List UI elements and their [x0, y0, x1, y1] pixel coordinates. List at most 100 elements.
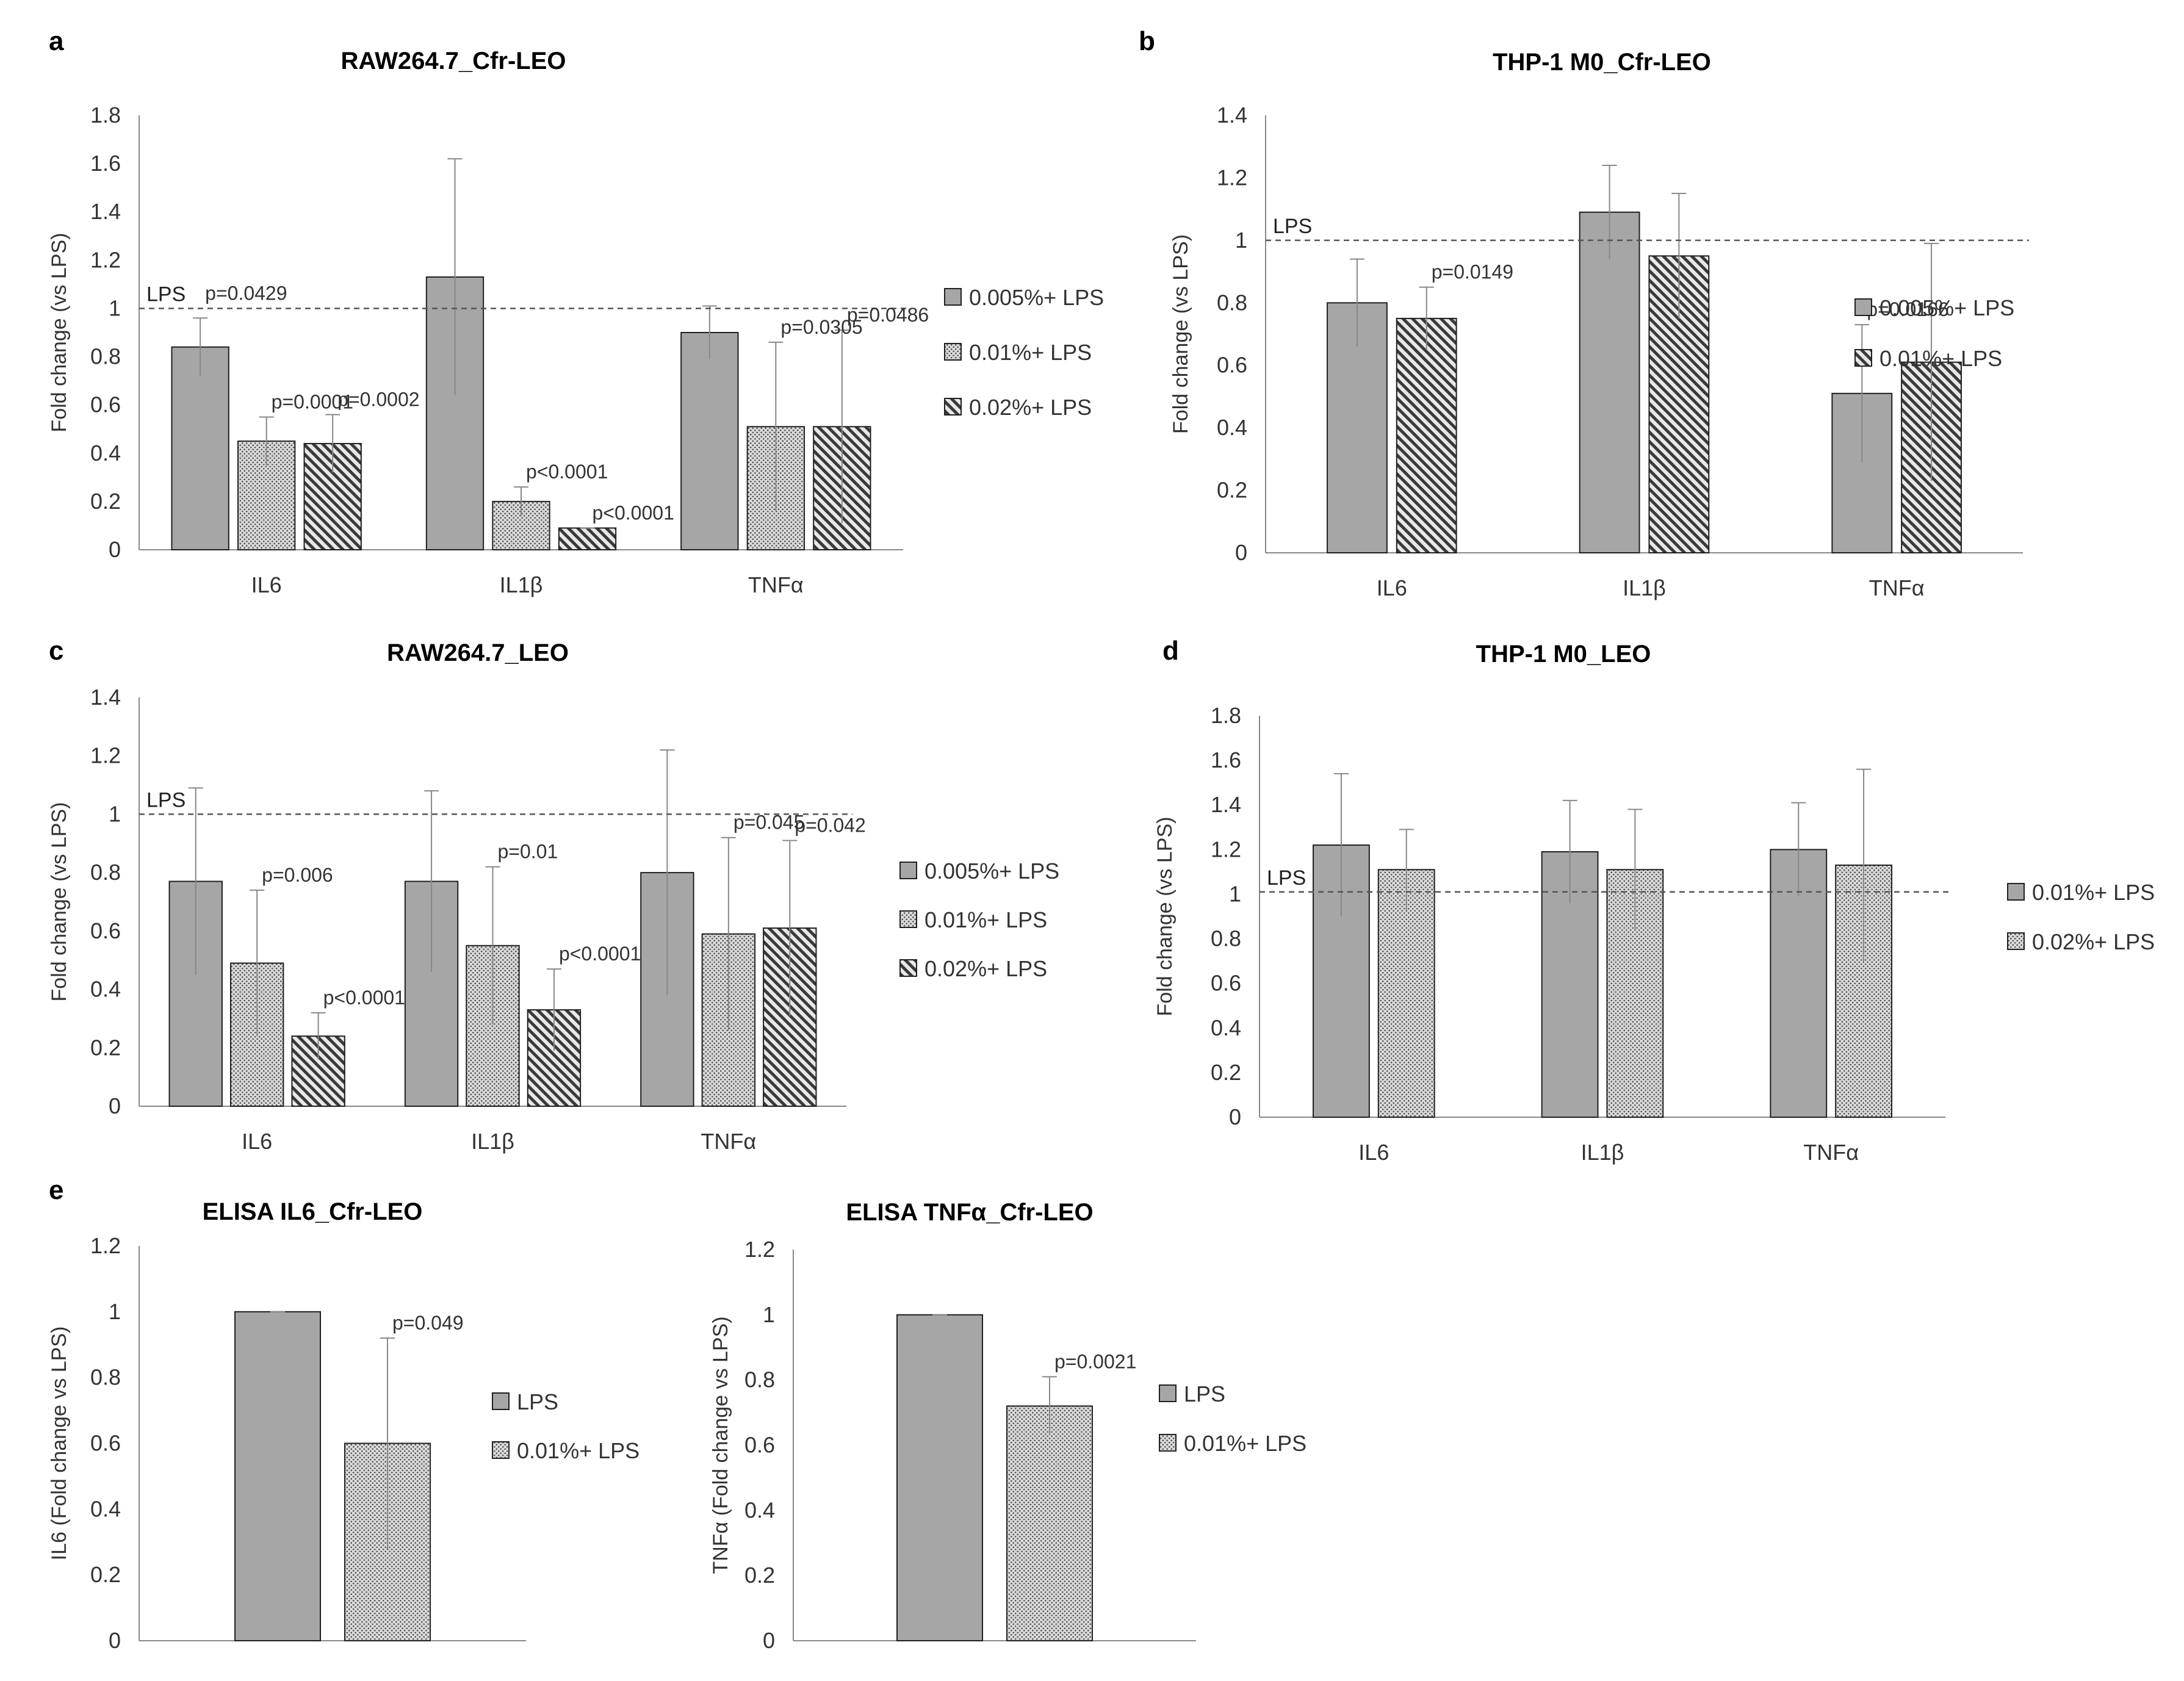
bar: [558, 527, 617, 551]
y-tick-label: 0.2: [90, 489, 121, 514]
y-tick-label: 1.6: [90, 151, 121, 176]
y-tick-label: 0.4: [1217, 415, 1247, 440]
y-axis-label: TNFα (Fold change vs LPS): [709, 1316, 732, 1574]
bar: [1396, 317, 1457, 554]
y-tick-label: 1.4: [1211, 792, 1241, 817]
p-value-annotation: p=0.0002: [337, 388, 419, 410]
panel-letter: e: [49, 1175, 63, 1205]
y-tick-label: 0.2: [90, 1562, 121, 1587]
legend-label: 0.005%+ LPS: [924, 858, 1059, 884]
p-value-annotation: p=0.049: [392, 1312, 464, 1334]
legend-swatch: [1159, 1384, 1177, 1402]
y-tick-label: 0.6: [90, 392, 121, 417]
y-tick-label: 0.2: [1211, 1060, 1241, 1085]
y-tick-label: 0: [1229, 1104, 1241, 1129]
y-tick-label: 1.2: [744, 1237, 775, 1262]
legend-swatch: [492, 1392, 510, 1410]
y-tick-label: 1: [763, 1302, 775, 1327]
y-axis-label: IL6 (Fold change vs LPS): [48, 1326, 71, 1561]
y-tick-label: 0.6: [90, 918, 121, 943]
y-tick-label: 0.4: [1211, 1015, 1241, 1040]
y-tick-label: 0: [763, 1628, 775, 1653]
y-tick-label: 1: [1229, 881, 1241, 906]
bar: [234, 1311, 321, 1641]
bar: [1006, 1405, 1093, 1641]
p-value-annotation: p=0.0001: [272, 391, 353, 412]
x-tick-label: IL1β: [1581, 1140, 1624, 1165]
y-tick-label: 1.2: [90, 743, 121, 768]
y-tick-label: 1.2: [90, 247, 121, 272]
legend-swatch: [944, 398, 962, 416]
legend-label: LPS: [1184, 1381, 1225, 1406]
y-tick-label: 0: [109, 537, 121, 562]
legend-swatch: [1159, 1434, 1177, 1452]
legend-label: 0.01%+ LPS: [1184, 1431, 1306, 1456]
legend-label: 0.02%+ LPS: [924, 956, 1047, 981]
legend-swatch: [2007, 932, 2025, 950]
legend-label: LPS: [517, 1389, 558, 1414]
y-tick-label: 0.4: [90, 977, 121, 1002]
reference-line-label: LPS: [1273, 215, 1312, 238]
x-tick-label: TNFα: [1869, 575, 1925, 600]
y-tick-label: 1: [109, 295, 121, 320]
y-tick-label: 0.2: [1217, 478, 1247, 503]
p-value-annotation: p<0.0001: [559, 943, 641, 965]
bar: [1579, 211, 1640, 553]
x-tick-label: IL6: [242, 1129, 272, 1154]
p-value-annotation: p=0.0429: [205, 282, 287, 304]
y-tick-label: 0.2: [90, 1035, 121, 1060]
x-tick-label: IL1β: [471, 1129, 514, 1154]
x-tick-label: TNFα: [701, 1129, 756, 1154]
y-tick-label: 0.8: [1217, 290, 1247, 315]
x-tick-label: IL6: [251, 572, 282, 597]
legend-label: 0.005%+ LPS: [1879, 295, 2014, 320]
legend-label: 0.01%+ LPS: [1879, 346, 2002, 371]
legend-swatch: [899, 910, 917, 928]
p-value-annotation: p=0.006: [262, 864, 333, 886]
charts-root: a RAW264.7_Cfr-LEO 0 0.2 0.4 0.6 0.8 1 1.2 1.4 1.6…: [48, 26, 2155, 1653]
p-value-annotation: p=0.0149: [1432, 261, 1513, 283]
p-value-annotation: p<0.0001: [526, 461, 608, 483]
y-tick-label: 0.8: [1211, 926, 1241, 951]
chart-title: ELISA IL6_Cfr-LEO: [203, 1198, 423, 1225]
reference-line-label: LPS: [1267, 866, 1306, 890]
y-tick-label: 0.2: [744, 1563, 775, 1588]
panel-letter: a: [49, 26, 64, 56]
y-axis-label: Fold change (vs LPS): [48, 233, 71, 433]
y-axis-label: Fold change (vs LPS): [1169, 234, 1192, 434]
p-value-annotation: p=0.0305: [780, 316, 862, 338]
x-tick-label: IL6: [1358, 1140, 1389, 1165]
y-tick-label: 1.2: [1211, 837, 1241, 862]
chart-panel-e2: ELISA TNFα_Cfr-LEO 0 0.2 0.4 0.6 0.8 1 1.2 TNFα …: [709, 1199, 1306, 1653]
y-tick-label: 0.8: [90, 1365, 121, 1390]
x-tick-label: IL1β: [500, 572, 543, 597]
chart-title: RAW264.7_Cfr-LEO: [341, 48, 566, 74]
x-tick-label: IL1β: [1623, 575, 1666, 600]
y-tick-label: 0.4: [90, 1496, 121, 1521]
y-tick-label: 0.8: [90, 344, 121, 369]
chart-panel-b: b THP-1 M0_Cfr-LEO 0 0.2 0.4 0.6 0.8 1 1.2 1.4 Fol…: [1139, 26, 2029, 600]
p-value-annotation: p=0.0166: [1867, 298, 1948, 320]
legend-swatch: [2007, 883, 2025, 901]
p-value-annotation: p<0.0001: [593, 502, 674, 524]
legend-label: 0.01%+ LPS: [2032, 880, 2155, 905]
y-tick-label: 0.8: [744, 1367, 775, 1392]
p-value-annotation: p<0.0001: [323, 987, 405, 1009]
y-tick-label: 1.4: [90, 199, 121, 224]
x-tick-label: IL6: [1377, 575, 1407, 600]
p-value-annotation: p=0.0486: [847, 304, 929, 326]
legend-swatch: [1854, 298, 1872, 316]
y-tick-label: 0.8: [90, 860, 121, 885]
y-tick-label: 0.6: [90, 1431, 121, 1456]
panel-letter: c: [49, 636, 63, 666]
p-value-annotation: p=0.045: [733, 812, 805, 833]
legend-label: 0.005%+ LPS: [969, 285, 1104, 310]
chart-title: THP-1 M0_Cfr-LEO: [1493, 49, 1711, 76]
reference-line-label: LPS: [146, 788, 186, 812]
y-tick-label: 0.4: [744, 1497, 775, 1522]
panel-letter: b: [1139, 26, 1155, 56]
bar: [680, 332, 739, 550]
y-tick-label: 0: [109, 1628, 121, 1653]
y-tick-label: 1.4: [90, 685, 121, 710]
